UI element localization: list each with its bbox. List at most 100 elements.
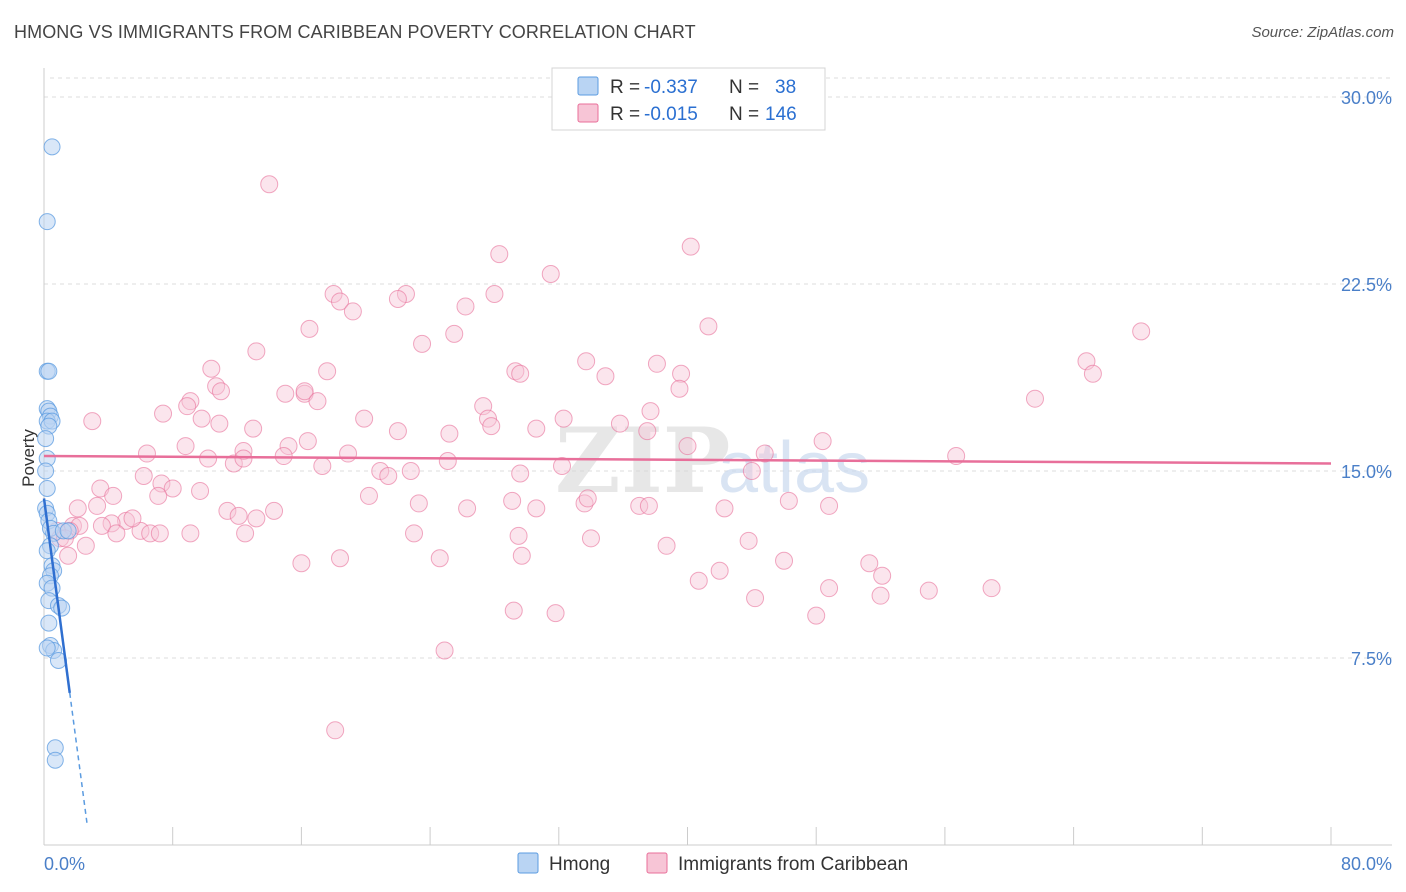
caribbean-point-41 xyxy=(554,409,573,428)
y-axis-label: Poverty xyxy=(19,429,38,487)
caribbean-point-23 xyxy=(511,364,530,383)
legend-n-label-hmong: N = xyxy=(729,77,759,98)
caribbean-point-11 xyxy=(300,319,319,338)
caribbean-point-135 xyxy=(504,601,523,620)
caribbean-point-45 xyxy=(210,414,229,433)
caribbean-point-62 xyxy=(755,444,774,463)
caribbean-point-53 xyxy=(678,437,697,456)
caribbean-point-101 xyxy=(92,516,111,535)
hmong-point-12 xyxy=(37,462,55,480)
caribbean-point-16 xyxy=(247,342,266,361)
caribbean-point-90 xyxy=(578,489,597,508)
caribbean-point-17 xyxy=(577,352,596,371)
legend-r-label-caribbean: R = xyxy=(610,104,640,125)
caribbean-point-67 xyxy=(224,454,243,473)
caribbean-point-54 xyxy=(440,424,459,443)
caribbean-point-117 xyxy=(657,536,676,555)
caribbean-point-132 xyxy=(746,589,765,608)
caribbean-point-44 xyxy=(83,412,102,431)
caribbean-point-8 xyxy=(331,292,350,311)
caribbean-point-24 xyxy=(596,367,615,386)
legend-n-label-caribbean: N = xyxy=(729,104,759,125)
caribbean-point-115 xyxy=(509,526,528,545)
hmong-point-0 xyxy=(43,138,61,156)
series-caribbean-points xyxy=(47,175,1151,740)
caribbean-point-121 xyxy=(331,549,350,568)
caribbean-point-140 xyxy=(68,499,87,518)
legend-r-value-hmong: -0.337 xyxy=(644,77,698,98)
caribbean-point-111 xyxy=(150,524,169,543)
y-tick-label-3: 30.0% xyxy=(1341,88,1392,108)
caribbean-point-95 xyxy=(218,501,237,520)
hmong-point-3 xyxy=(40,362,58,380)
caribbean-point-131 xyxy=(919,581,938,600)
legend-n-value-caribbean: 146 xyxy=(765,104,797,125)
bottom-legend-swatch-caribbean xyxy=(646,852,668,874)
caribbean-point-138 xyxy=(435,641,454,660)
caribbean-point-130 xyxy=(820,579,839,598)
legend-swatch-hmong xyxy=(577,76,599,96)
hmong-point-37 xyxy=(46,751,64,769)
hmong-trend-extension xyxy=(68,692,89,827)
caribbean-point-13 xyxy=(413,334,432,353)
hmong-point-1 xyxy=(38,213,56,231)
caribbean-point-15 xyxy=(1132,322,1151,341)
caribbean-point-139 xyxy=(326,721,345,740)
hmong-point-13 xyxy=(38,479,56,497)
caribbean-point-77 xyxy=(191,481,210,500)
caribbean-point-0 xyxy=(260,175,279,194)
caribbean-point-93 xyxy=(715,499,734,518)
y-tick-label-0: 7.5% xyxy=(1351,649,1392,669)
caribbean-point-126 xyxy=(710,561,729,580)
caribbean-point-83 xyxy=(88,496,107,515)
caribbean-point-137 xyxy=(807,606,826,625)
caribbean-point-119 xyxy=(76,536,95,555)
hmong-point-34 xyxy=(38,639,56,657)
caribbean-point-136 xyxy=(546,604,565,623)
correlation-legend: R = -0.337 N = 38 R = -0.015 N = 146 xyxy=(551,67,826,131)
legend-n-value-hmong: 38 xyxy=(775,77,796,98)
caribbean-point-70 xyxy=(553,457,572,476)
bottom-legend-swatch-hmong xyxy=(517,852,539,874)
caribbean-point-114 xyxy=(405,524,424,543)
caribbean-point-124 xyxy=(512,546,531,565)
legend-r-label-hmong: R = xyxy=(610,77,640,98)
caribbean-point-68 xyxy=(234,449,253,468)
bottom-legend-caribbean: Immigrants from Caribbean xyxy=(678,854,908,875)
caribbean-point-3 xyxy=(541,265,560,284)
caribbean-point-64 xyxy=(313,457,332,476)
caribbean-point-40 xyxy=(355,409,374,428)
chart-source: Source: ZipAtlas.com xyxy=(1251,24,1394,41)
caribbean-point-118 xyxy=(739,531,758,550)
caribbean-point-38 xyxy=(154,404,173,423)
hmong-point-30 xyxy=(53,599,71,617)
caribbean-point-81 xyxy=(359,486,378,505)
hmong-trend-line xyxy=(42,498,71,694)
caribbean-point-128 xyxy=(873,566,892,585)
caribbean-point-25 xyxy=(672,364,691,383)
hmong-point-10 xyxy=(37,430,55,448)
caribbean-point-75 xyxy=(134,466,153,485)
caribbean-point-133 xyxy=(982,579,1001,598)
caribbean-point-127 xyxy=(860,554,879,573)
caribbean-point-57 xyxy=(176,437,195,456)
caribbean-point-129 xyxy=(689,571,708,590)
caribbean-point-97 xyxy=(229,506,248,525)
caribbean-point-72 xyxy=(379,466,398,485)
caribbean-point-80 xyxy=(104,486,123,505)
hmong-point-31 xyxy=(40,614,58,632)
caribbean-point-82 xyxy=(149,486,168,505)
caribbean-point-69 xyxy=(401,462,420,480)
series-hmong-points xyxy=(37,138,77,769)
caribbean-point-20 xyxy=(202,359,221,378)
caribbean-point-26 xyxy=(1083,364,1102,383)
caribbean-point-91 xyxy=(630,496,649,515)
caribbean-point-79 xyxy=(163,479,182,498)
y-tick-label-1: 15.0% xyxy=(1341,462,1392,482)
caribbean-point-84 xyxy=(503,491,522,510)
caribbean-point-49 xyxy=(527,419,546,438)
caribbean-point-56 xyxy=(279,437,298,456)
caribbean-point-89 xyxy=(458,499,477,518)
caribbean-point-112 xyxy=(181,524,200,543)
